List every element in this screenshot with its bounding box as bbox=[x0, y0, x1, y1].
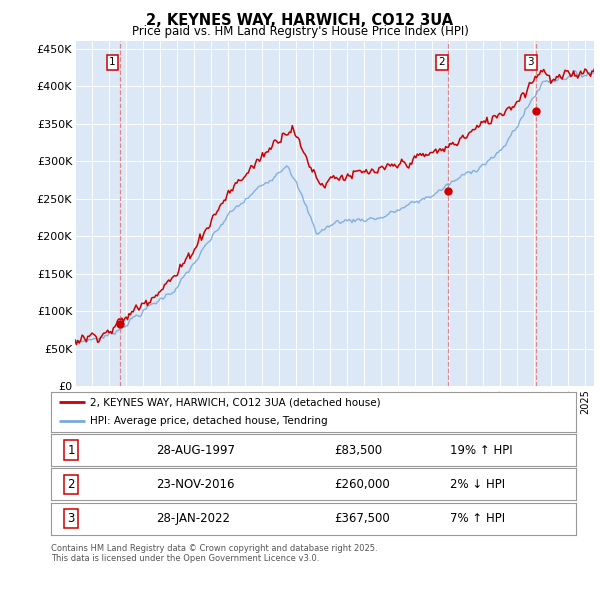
Text: 3: 3 bbox=[67, 512, 74, 525]
Text: 7% ↑ HPI: 7% ↑ HPI bbox=[450, 512, 505, 525]
Text: £367,500: £367,500 bbox=[335, 512, 390, 525]
Text: HPI: Average price, detached house, Tendring: HPI: Average price, detached house, Tend… bbox=[91, 417, 328, 427]
Text: Price paid vs. HM Land Registry's House Price Index (HPI): Price paid vs. HM Land Registry's House … bbox=[131, 25, 469, 38]
Text: Contains HM Land Registry data © Crown copyright and database right 2025.
This d: Contains HM Land Registry data © Crown c… bbox=[51, 544, 377, 563]
Text: 2% ↓ HPI: 2% ↓ HPI bbox=[450, 478, 505, 491]
Text: £260,000: £260,000 bbox=[335, 478, 390, 491]
Text: 28-JAN-2022: 28-JAN-2022 bbox=[156, 512, 230, 525]
Text: 23-NOV-2016: 23-NOV-2016 bbox=[156, 478, 235, 491]
Text: 3: 3 bbox=[527, 57, 534, 67]
Text: 28-AUG-1997: 28-AUG-1997 bbox=[156, 444, 235, 457]
Text: 2, KEYNES WAY, HARWICH, CO12 3UA (detached house): 2, KEYNES WAY, HARWICH, CO12 3UA (detach… bbox=[91, 397, 381, 407]
Text: £83,500: £83,500 bbox=[335, 444, 383, 457]
Text: 19% ↑ HPI: 19% ↑ HPI bbox=[450, 444, 512, 457]
Text: 2, KEYNES WAY, HARWICH, CO12 3UA: 2, KEYNES WAY, HARWICH, CO12 3UA bbox=[146, 13, 454, 28]
Text: 2: 2 bbox=[67, 478, 75, 491]
Text: 2: 2 bbox=[439, 57, 445, 67]
Text: 1: 1 bbox=[67, 444, 75, 457]
Text: 1: 1 bbox=[109, 57, 116, 67]
